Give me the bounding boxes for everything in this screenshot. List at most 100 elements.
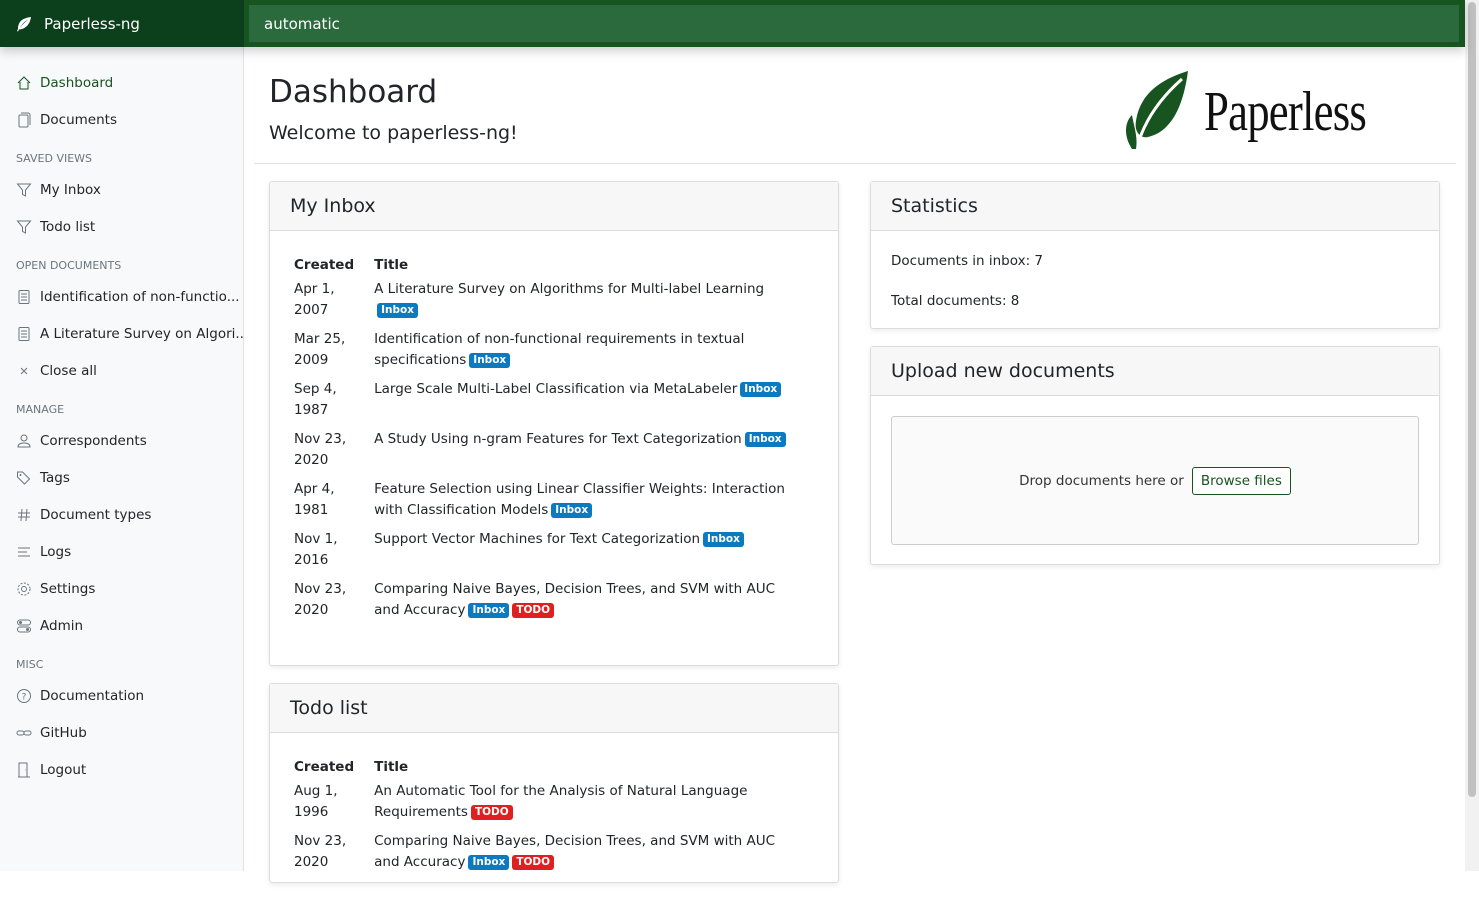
my-inbox-widget: My Inbox Created Title Apr 1, 2007 A Litera… — [269, 181, 839, 666]
table-row[interactable]: Mar 25, 2009 Identification of non-functi… — [294, 327, 818, 377]
sidebar-item-correspondents[interactable]: Correspondents — [0, 422, 243, 459]
document-title-link[interactable]: An Automatic Tool for the Analysis of Na… — [374, 783, 748, 820]
sidebar-item-document-types[interactable]: Document types — [0, 496, 243, 533]
tag-badge[interactable]: Inbox — [703, 532, 744, 547]
tag-badge[interactable]: TODO — [470, 805, 513, 820]
sidebar-item-open-doc-0[interactable]: Identification of non-functio... — [0, 278, 243, 315]
sidebar-item-logout[interactable]: Logout — [0, 751, 243, 788]
widget-title: My Inbox — [270, 182, 838, 231]
created-date: Mar 25, 2009 — [294, 331, 346, 368]
created-date: Nov 23, 2020 — [294, 833, 347, 870]
sidebar-item-logs[interactable]: Logs — [0, 533, 243, 570]
sidebar-heading: Open documents — [16, 259, 122, 272]
sidebar-item-label: Logs — [40, 543, 72, 560]
page-title: Dashboard — [269, 74, 438, 110]
inbox-count: Documents in inbox: 7 — [891, 253, 1044, 269]
document-title-link[interactable]: Large Scale Multi-Label Classification v… — [374, 381, 738, 397]
sidebar-item-label: GitHub — [40, 724, 87, 741]
document-title-link[interactable]: Comparing Naive Bayes, Decision Trees, a… — [374, 581, 776, 618]
x-icon — [16, 363, 32, 379]
door-icon — [16, 762, 32, 778]
toggles-icon — [16, 618, 32, 634]
created-date: Aug 1, 1996 — [294, 783, 338, 820]
document-title-link[interactable]: Identification of non-functional require… — [374, 331, 745, 368]
sidebar-item-label: Admin — [40, 617, 84, 634]
sidebar-item-todo-list[interactable]: Todo list — [0, 208, 243, 245]
person-icon — [16, 433, 32, 449]
widget-title: Statistics — [871, 182, 1439, 231]
document-title-link[interactable]: A Literature Survey on Algorithms for Mu… — [374, 281, 765, 297]
sidebar-item-my-inbox[interactable]: My Inbox — [0, 171, 243, 208]
sidebar-heading: Saved views — [16, 152, 93, 165]
total-count: Total documents: 8 — [891, 293, 1020, 309]
tag-badge[interactable]: TODO — [512, 603, 555, 618]
created-date: Nov 23, 2020 — [294, 581, 347, 618]
sidebar-item-settings[interactable]: Settings — [0, 570, 243, 607]
sidebar-heading: Misc — [16, 658, 44, 671]
sidebar: Dashboard Documents Saved views My Inbox Tod… — [0, 47, 244, 871]
col-title: Title — [374, 759, 409, 775]
statistics-widget: Statistics Documents in inbox: 7 Total d… — [870, 181, 1440, 329]
leaf-logo-icon — [1126, 71, 1188, 152]
table-row[interactable]: Nov 1, 2016 Support Vector Machines for T… — [294, 527, 818, 577]
sidebar-item-close-all[interactable]: Close all — [0, 352, 243, 389]
document-title-link[interactable]: Comparing Naive Bayes, Decision Trees, a… — [374, 833, 776, 870]
drop-text: Drop documents here or — [1019, 472, 1184, 489]
browse-files-button[interactable]: Browse files — [1191, 466, 1291, 495]
scrollbar[interactable] — [1465, 0, 1479, 871]
upload-widget: Upload new documents Drop documents here… — [870, 346, 1440, 565]
paperless-logo: Paperless — [1122, 71, 1434, 153]
search-input[interactable]: automatic — [249, 5, 1459, 42]
app-name: Paperless-ng — [44, 14, 140, 33]
created-date: Sep 4, 1987 — [294, 381, 337, 418]
table-row[interactable]: Sep 4, 1987 Large Scale Multi-Label Class… — [294, 377, 818, 427]
sidebar-item-documentation[interactable]: ? Documentation — [0, 677, 243, 714]
document-title-link[interactable]: Feature Selection using Linear Classifie… — [374, 481, 785, 518]
table-row[interactable]: Nov 23, 2020 Comparing Naive Bayes, Decis… — [294, 829, 818, 879]
drop-zone[interactable]: Drop documents here or Browse files — [891, 416, 1419, 545]
col-created: Created — [294, 759, 355, 775]
main-content: Dashboard Welcome to paperless-ng! Paper… — [254, 47, 1456, 164]
sidebar-item-tags[interactable]: Tags — [0, 459, 243, 496]
col-title: Title — [374, 257, 409, 273]
table-row[interactable]: Nov 23, 2020 Comparing Naive Bayes, Decis… — [294, 577, 818, 627]
table-row[interactable]: Nov 23, 2020 A Study Using n-gram Feature… — [294, 427, 818, 477]
sidebar-item-open-doc-1[interactable]: A Literature Survey on Algori... — [0, 315, 243, 352]
table-row[interactable]: Apr 4, 1981 Feature Selection using Linea… — [294, 477, 818, 527]
question-icon: ? — [16, 688, 32, 704]
created-date: Apr 4, 1981 — [294, 481, 335, 518]
document-title-link[interactable]: A Study Using n-gram Features for Text C… — [374, 431, 742, 447]
files-icon — [16, 112, 32, 128]
sidebar-item-label: Documents — [40, 111, 117, 128]
gear-icon — [16, 581, 32, 597]
document-title-link[interactable]: Support Vector Machines for Text Categor… — [374, 531, 701, 547]
doc-icon — [16, 289, 32, 305]
tag-badge[interactable]: Inbox — [740, 382, 782, 397]
funnel-icon — [16, 182, 32, 198]
widget-title: Todo list — [270, 684, 838, 733]
col-created: Created — [294, 257, 355, 273]
tag-badge[interactable]: TODO — [512, 855, 555, 870]
sidebar-item-dashboard[interactable]: Dashboard — [0, 64, 243, 101]
top-navbar: Paperless-ng automatic — [0, 0, 1465, 47]
created-date: Nov 23, 2020 — [294, 431, 347, 468]
sidebar-item-label: Logout — [40, 761, 87, 778]
hash-icon — [16, 507, 32, 523]
tag-badge[interactable]: Inbox — [468, 603, 510, 618]
table-row[interactable]: Apr 1, 2007 A Literature Survey on Algori… — [294, 277, 818, 327]
sidebar-item-admin[interactable]: Admin — [0, 607, 243, 644]
tag-badge[interactable]: Inbox — [377, 303, 418, 318]
tag-badge[interactable]: Inbox — [551, 503, 593, 518]
table-row[interactable]: Aug 1, 1996 An Automatic Tool for the Ana… — [294, 779, 818, 829]
tag-badge[interactable]: Inbox — [469, 353, 511, 368]
scrollbar-thumb[interactable] — [1468, 2, 1476, 797]
sidebar-item-github[interactable]: GitHub — [0, 714, 243, 751]
tag-badge[interactable]: Inbox — [744, 432, 786, 447]
tag-badge[interactable]: Inbox — [468, 855, 510, 870]
welcome-text: Welcome to paperless-ng! — [269, 122, 518, 144]
sidebar-item-label: Document types — [40, 506, 152, 523]
brand-link[interactable]: Paperless-ng — [0, 0, 244, 47]
sidebar-item-label: Documentation — [40, 687, 145, 704]
inbox-table: Created Title Apr 1, 2007 A Literature Surv… — [294, 251, 818, 627]
sidebar-item-documents[interactable]: Documents — [0, 101, 243, 138]
